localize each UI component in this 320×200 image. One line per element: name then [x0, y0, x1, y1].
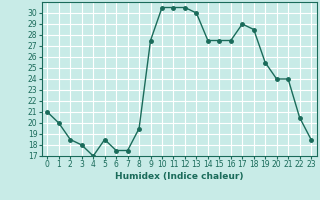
- X-axis label: Humidex (Indice chaleur): Humidex (Indice chaleur): [115, 172, 244, 181]
